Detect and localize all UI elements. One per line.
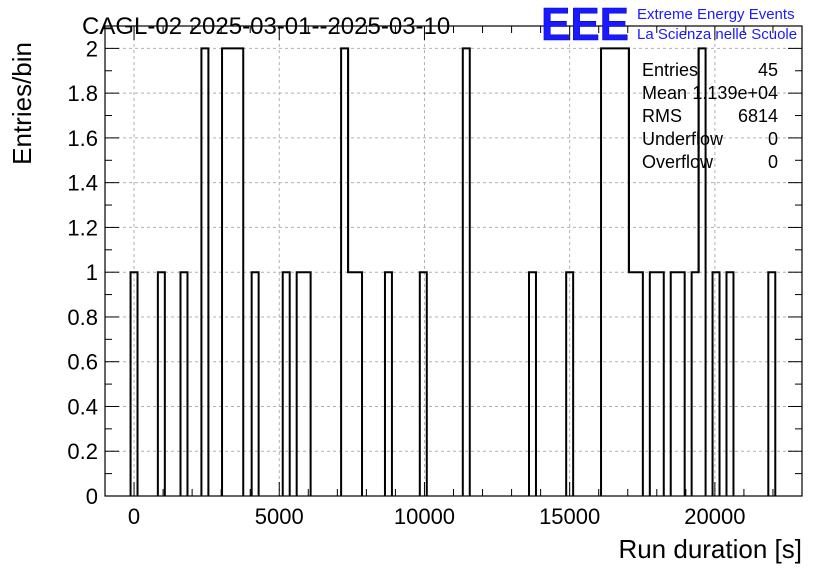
chart-title: CAGL-02 2025-03-01--2025-03-10 xyxy=(82,13,450,40)
stats-value: 0 xyxy=(768,129,778,149)
histogram-bin xyxy=(250,271,260,496)
histogram-bin xyxy=(528,271,537,496)
histogram-bin xyxy=(179,271,189,496)
histogram-bin xyxy=(461,47,471,496)
histogram-bin xyxy=(627,48,644,496)
stats-label: Overflow xyxy=(642,152,714,172)
tick-labels: 0 5000 10000 15000 20000 0 0.2 0.4 0.6 0.8 1 1.2 1.4… xyxy=(67,36,745,529)
histogram-bin xyxy=(697,47,707,496)
histogram-bin xyxy=(200,47,210,496)
stats-value: 0 xyxy=(768,152,778,172)
y-tick-label: 1.4 xyxy=(67,171,98,196)
x-tick-label: 15000 xyxy=(539,504,600,529)
histogram-series xyxy=(129,47,777,496)
histogram-bin xyxy=(648,271,665,496)
stats-label: RMS xyxy=(642,106,682,126)
stats-label: Mean xyxy=(642,83,687,103)
histogram-bin xyxy=(383,271,393,496)
stats-box: Entries 45 Mean 1.139e+04 RMS 6814 Underflow 0 O… xyxy=(642,60,778,172)
x-tick-label: 0 xyxy=(128,504,140,529)
logo-line-1: Extreme Energy Events xyxy=(637,6,795,23)
histogram-bin xyxy=(669,271,686,496)
histogram-bin xyxy=(295,271,312,496)
logo-line-2: La Scienza nelle Scuole xyxy=(637,26,797,43)
histogram-bin xyxy=(129,271,139,496)
stats-label: Entries xyxy=(642,60,698,80)
eee-logo: EEE Extreme Energy Events La Scienza nel… xyxy=(541,0,797,50)
x-axis-label: Run duration [s] xyxy=(618,534,802,564)
stats-label: Underflow xyxy=(642,129,724,149)
y-tick-label: 0.8 xyxy=(67,305,98,330)
y-tick-label: 2 xyxy=(86,36,98,61)
y-tick-label: 0.6 xyxy=(67,350,98,375)
axis-ticks xyxy=(104,25,803,497)
y-tick-label: 0.4 xyxy=(67,394,98,419)
y-tick-label: 1.2 xyxy=(67,215,98,240)
y-tick-label: 1.6 xyxy=(67,126,98,151)
stats-value: 6814 xyxy=(738,106,778,126)
y-tick-label: 0 xyxy=(86,484,98,509)
x-tick-label: 5000 xyxy=(255,504,304,529)
x-tick-label: 20000 xyxy=(684,504,745,529)
stats-value: 1.139e+04 xyxy=(692,83,778,103)
histogram-bin xyxy=(281,271,291,496)
y-tick-label: 1.8 xyxy=(67,81,98,106)
stats-value: 45 xyxy=(758,60,778,80)
histogram-bin xyxy=(767,271,777,496)
histogram-bin xyxy=(711,271,721,496)
histogram-bin xyxy=(725,271,735,496)
y-tick-label: 1 xyxy=(86,260,98,285)
eee-logo-mark: EEE xyxy=(541,0,629,50)
histogram-bin xyxy=(347,48,364,496)
histogram-bin xyxy=(690,48,700,496)
y-tick-label: 0.2 xyxy=(67,439,98,464)
histogram-bin xyxy=(418,271,428,496)
y-axis-label: Entries/bin xyxy=(7,42,37,165)
histogram-bin xyxy=(156,271,166,496)
x-tick-label: 10000 xyxy=(394,504,455,529)
histogram-bin xyxy=(565,271,575,496)
histogram-bin xyxy=(221,47,245,496)
